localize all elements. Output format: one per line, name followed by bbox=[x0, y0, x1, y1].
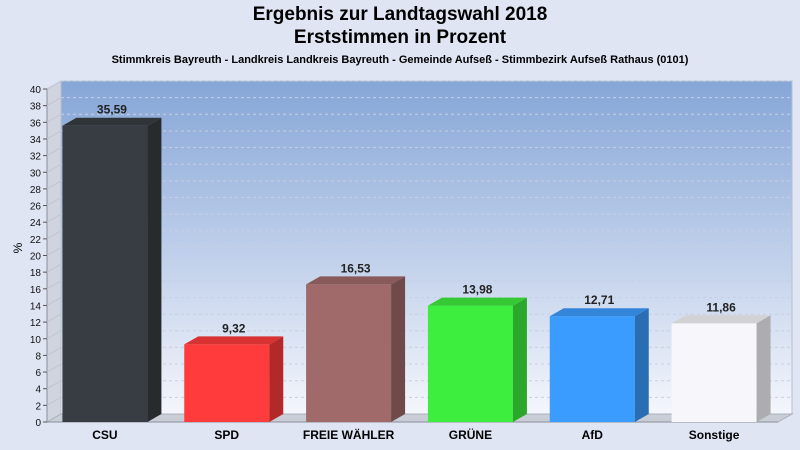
y-tick-label: 26 bbox=[30, 202, 42, 213]
y-tick-label: 18 bbox=[30, 268, 42, 279]
bar-top bbox=[184, 336, 284, 345]
x-tick-label: SPD bbox=[214, 428, 239, 442]
bar-value-label: 35,59 bbox=[97, 103, 127, 117]
y-axis-label: % bbox=[11, 242, 25, 253]
bar-front bbox=[671, 323, 757, 422]
y-tick-label: 6 bbox=[35, 368, 41, 379]
gridline-side bbox=[46, 97, 62, 107]
x-axis-labels: CSU SPD FREIE WÄHLER GRÜNE AfD Sonstige bbox=[92, 427, 740, 442]
x-tick-label: AfD bbox=[582, 428, 604, 442]
bar-gr-ne: 13,98 bbox=[427, 283, 527, 422]
bar-spd: 9,32 bbox=[184, 321, 284, 422]
gridline-side bbox=[46, 346, 62, 356]
gridline-side bbox=[46, 363, 62, 373]
gridline-side bbox=[46, 280, 62, 290]
gridline-side bbox=[46, 396, 62, 406]
chart-subtitle: Erststimmen in Prozent bbox=[293, 27, 507, 48]
y-tick-label: 20 bbox=[30, 252, 42, 263]
gridline-side bbox=[46, 263, 62, 273]
y-tick-label: 0 bbox=[35, 418, 41, 429]
bar-front bbox=[62, 125, 148, 422]
bar-side bbox=[269, 336, 284, 422]
y-tick-label: 4 bbox=[35, 385, 41, 396]
bar-freie-w-hler: 16,53 bbox=[306, 261, 406, 422]
gridline-side bbox=[46, 163, 62, 173]
bar-side bbox=[147, 117, 162, 422]
chart-caption: Stimmkreis Bayreuth - Landkreis Landkrei… bbox=[111, 54, 689, 66]
bar-front bbox=[549, 316, 635, 422]
y-tick-label: 8 bbox=[35, 351, 41, 362]
chart-title: Ergebnis zur Landtagswahl 2018 bbox=[252, 4, 548, 25]
y-tick-label: 14 bbox=[30, 301, 42, 312]
bars: 35,59 9,32 16,53 13,98 12,71 11,86 bbox=[62, 103, 771, 422]
y-tick-label: 36 bbox=[30, 118, 42, 129]
gridline-side bbox=[46, 80, 62, 90]
bar-side bbox=[634, 308, 649, 422]
x-tick-label: CSU bbox=[92, 428, 117, 442]
y-tick-label: 16 bbox=[30, 285, 42, 296]
bar-front bbox=[427, 305, 513, 422]
y-tick-label: 34 bbox=[30, 135, 42, 146]
bar-side bbox=[756, 315, 771, 422]
y-tick-label: 28 bbox=[30, 185, 42, 196]
bar-sonstige: 11,86 bbox=[671, 300, 771, 422]
y-tick-label: 40 bbox=[30, 85, 42, 96]
y-tick-label: 10 bbox=[30, 335, 42, 346]
gridline-side bbox=[46, 130, 62, 140]
y-tick-label: 24 bbox=[30, 218, 42, 229]
bar-top bbox=[671, 315, 771, 324]
bar-afd: 12,71 bbox=[549, 293, 649, 422]
bar-value-label: 11,86 bbox=[706, 300, 736, 314]
gridline-side bbox=[46, 197, 62, 206]
bar-top bbox=[62, 117, 162, 126]
gridline-side bbox=[46, 380, 62, 390]
gridline-side bbox=[46, 147, 62, 157]
gridline-side bbox=[46, 247, 62, 256]
bar-top bbox=[549, 308, 649, 317]
gridline-side bbox=[46, 180, 62, 190]
gridline-side bbox=[46, 113, 62, 123]
bar-side bbox=[512, 297, 527, 422]
gridline-side bbox=[46, 230, 62, 240]
y-tick-label: 22 bbox=[30, 235, 42, 246]
gridline-side bbox=[46, 330, 62, 340]
y-tick-label: 12 bbox=[30, 318, 42, 329]
bar-front bbox=[306, 284, 392, 422]
x-tick-label: FREIE WÄHLER bbox=[303, 427, 395, 442]
bar-value-label: 16,53 bbox=[341, 261, 371, 275]
y-tick-label: 2 bbox=[35, 401, 41, 412]
x-tick-label: GRÜNE bbox=[449, 427, 492, 442]
bar-side bbox=[391, 276, 406, 422]
bar-top bbox=[427, 297, 527, 306]
bar-value-label: 9,32 bbox=[222, 321, 246, 335]
gridline-side bbox=[46, 297, 62, 306]
bar-csu: 35,59 bbox=[62, 103, 162, 422]
gridline-side bbox=[46, 313, 62, 323]
bar-value-label: 12,71 bbox=[584, 293, 614, 307]
gridlines bbox=[46, 80, 792, 406]
x-tick-label: Sonstige bbox=[689, 428, 740, 442]
y-tick-label: 32 bbox=[30, 152, 42, 163]
bar-value-label: 13,98 bbox=[462, 283, 492, 297]
y-tick-label: 38 bbox=[30, 102, 42, 113]
gridline-side bbox=[46, 213, 62, 223]
bar-front bbox=[184, 344, 270, 422]
bar-top bbox=[306, 276, 406, 285]
y-tick-label: 30 bbox=[30, 168, 42, 179]
